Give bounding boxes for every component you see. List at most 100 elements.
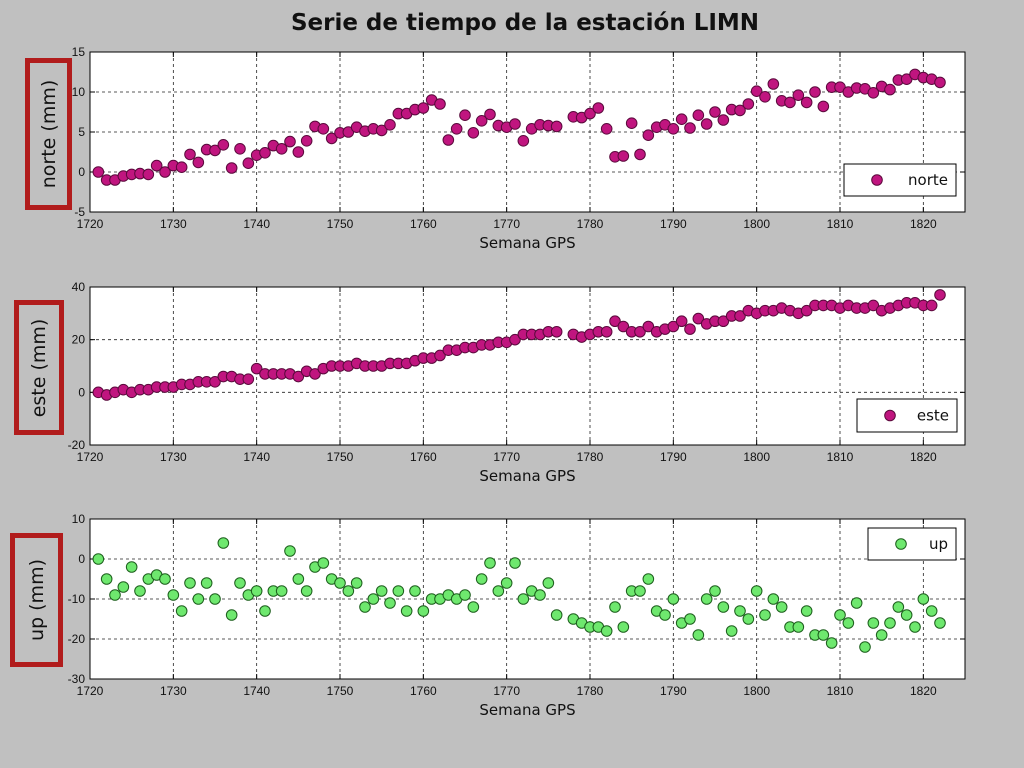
y-tick-label: 10 [72, 512, 86, 526]
data-point [184, 577, 196, 589]
data-point [642, 320, 655, 333]
x-tick-label: 1790 [660, 684, 687, 698]
x-tick-label: 1790 [660, 450, 687, 464]
data-point [175, 161, 188, 173]
plot-frame [89, 518, 966, 680]
data-point [484, 557, 496, 569]
data-point [809, 86, 821, 98]
data-point [109, 589, 121, 601]
data-point [275, 143, 288, 155]
plot-frame [89, 51, 966, 213]
data-point [125, 561, 138, 573]
data-point [625, 117, 638, 129]
data-point [384, 119, 396, 131]
data-point [592, 102, 605, 114]
data-point [350, 577, 363, 589]
data-point [400, 605, 413, 617]
data-point [484, 108, 496, 121]
data-point [767, 593, 780, 605]
data-point [175, 605, 188, 617]
data-point [617, 320, 630, 333]
data-point [384, 597, 396, 609]
data-point [192, 593, 205, 605]
data-point [684, 613, 696, 625]
x-tick-label: 1820 [910, 217, 937, 231]
data-point [92, 166, 105, 178]
x-tick-label: 1800 [743, 450, 770, 464]
data-point [325, 132, 338, 145]
ylabel-box-up: up (mm) [10, 533, 63, 667]
x-tick-label: 1750 [327, 684, 354, 698]
data-point [317, 557, 330, 569]
y-tick-label: -20 [68, 438, 86, 452]
data-point [709, 585, 721, 597]
data-point [242, 157, 255, 169]
data-point [359, 601, 371, 613]
plot-frame [89, 286, 966, 446]
data-point [734, 104, 746, 117]
data-point [209, 144, 221, 157]
data-point [834, 609, 846, 621]
data-point [909, 621, 921, 633]
data-point [434, 98, 446, 110]
x-tick-label: 1800 [743, 217, 770, 231]
data-point [667, 593, 680, 605]
data-point [450, 123, 463, 135]
data-point [375, 585, 388, 597]
data-point [642, 573, 655, 585]
data-point [259, 147, 271, 159]
data-point [817, 629, 830, 641]
ylabel-este: este (mm) [28, 318, 50, 417]
data-point [234, 143, 246, 155]
data-point [934, 617, 946, 629]
data-point [667, 320, 680, 333]
data-point [300, 585, 313, 597]
data-point [617, 150, 630, 162]
data-point [259, 605, 271, 617]
data-point [217, 537, 230, 549]
x-tick-label: 1730 [160, 450, 187, 464]
data-point [342, 585, 355, 597]
data-point [759, 609, 771, 621]
legend-marker [895, 538, 907, 550]
data-point [317, 123, 330, 135]
data-point [917, 593, 930, 605]
data-point [167, 589, 180, 601]
legend-label: norte [908, 171, 948, 189]
legend-marker [884, 409, 896, 422]
x-axis-label: Semana GPS [479, 701, 575, 719]
data-point [867, 87, 880, 99]
y-tick-label: -5 [74, 205, 85, 219]
data-point [517, 135, 530, 147]
y-tick-label: 0 [78, 385, 85, 399]
y-tick-label: -20 [68, 632, 86, 646]
data-point [717, 601, 730, 613]
data-point [150, 159, 163, 172]
x-tick-label: 1770 [493, 217, 520, 231]
x-tick-label: 1800 [743, 684, 770, 698]
x-tick-label: 1730 [160, 217, 187, 231]
data-point [309, 368, 321, 380]
x-tick-label: 1730 [160, 684, 187, 698]
data-point [459, 109, 471, 121]
data-point [700, 118, 713, 130]
data-point [142, 168, 155, 181]
data-point [734, 310, 746, 322]
data-point [684, 323, 696, 335]
x-tick-label: 1810 [827, 684, 854, 698]
data-point [200, 577, 213, 589]
plot-area [90, 287, 965, 445]
data-point [467, 601, 480, 613]
legend-box [867, 527, 957, 561]
data-point [634, 148, 646, 161]
data-point [509, 557, 521, 569]
data-point [742, 613, 755, 625]
data-point [742, 98, 755, 110]
data-point [509, 333, 521, 346]
data-point [750, 85, 763, 97]
x-tick-label: 1740 [243, 684, 270, 698]
x-tick-label: 1720 [77, 684, 104, 698]
data-point [684, 122, 696, 134]
